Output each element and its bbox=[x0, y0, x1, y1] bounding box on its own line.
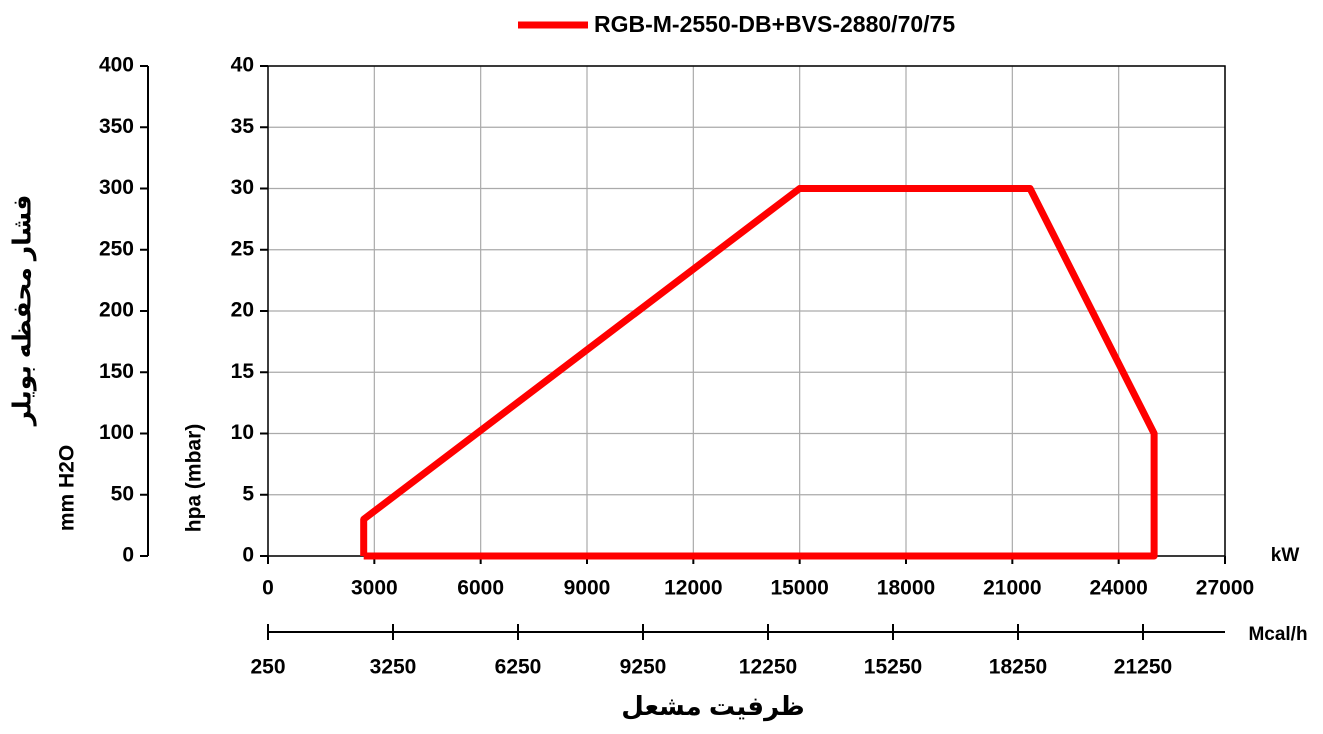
y-tick-label: 40 bbox=[231, 54, 254, 77]
y-tick-label: 30 bbox=[231, 176, 254, 199]
y-tick-label: 15 bbox=[231, 360, 255, 383]
y-tick-label: 0 bbox=[242, 544, 254, 567]
x2-tick-label: 15250 bbox=[864, 656, 922, 679]
x2-label: Mcal/h bbox=[1248, 624, 1307, 645]
x2-tick-label: 3250 bbox=[370, 656, 417, 679]
y-label: hpa (mbar) bbox=[183, 424, 206, 533]
legend-label: RGB-M-2550-DB+BVS-2880/70/75 bbox=[594, 11, 955, 37]
x-tick-label: 0 bbox=[262, 577, 274, 600]
y-tick-label: 25 bbox=[231, 237, 255, 260]
x-tick-label: 3000 bbox=[351, 577, 398, 600]
x-label: kW bbox=[1271, 545, 1300, 566]
y2-tick-label: 100 bbox=[99, 421, 134, 444]
x2-tick-label: 6250 bbox=[495, 656, 542, 679]
y-tick-label: 10 bbox=[231, 421, 254, 444]
data-line bbox=[360, 185, 1158, 560]
y2-tick-label: 350 bbox=[99, 115, 134, 138]
x-tick-label: 27000 bbox=[1196, 577, 1254, 600]
y-tick-label: 35 bbox=[231, 115, 255, 138]
x2-tick-label: 12250 bbox=[739, 656, 797, 679]
x-tick-label: 18000 bbox=[877, 577, 935, 600]
x-title: ظرفیت مشعل bbox=[621, 691, 805, 722]
x2-tick-label: 9250 bbox=[620, 656, 667, 679]
x-tick-label: 21000 bbox=[983, 577, 1041, 600]
x-tick-label: 9000 bbox=[564, 577, 611, 600]
y2-tick-label: 50 bbox=[111, 482, 134, 505]
y2-tick-label: 250 bbox=[99, 237, 134, 260]
x-tick-label: 15000 bbox=[770, 577, 828, 600]
x2-tick-label: 21250 bbox=[1114, 656, 1172, 679]
y-tick-label: 5 bbox=[242, 482, 254, 505]
y2-title: فشار محفظه بویلر bbox=[9, 195, 38, 428]
x-tick-label: 6000 bbox=[457, 577, 504, 600]
y-tick-label: 20 bbox=[231, 299, 254, 322]
y2-tick-label: 150 bbox=[99, 360, 134, 383]
y2-label: mm H2O bbox=[56, 445, 79, 531]
y2-tick-label: 0 bbox=[122, 544, 134, 567]
x2-tick-label: 18250 bbox=[989, 656, 1047, 679]
y2-tick-label: 400 bbox=[99, 54, 134, 77]
x2-tick-label: 250 bbox=[250, 656, 285, 679]
x-tick-label: 24000 bbox=[1089, 577, 1147, 600]
y2-tick-label: 300 bbox=[99, 176, 134, 199]
y2-tick-label: 200 bbox=[99, 299, 134, 322]
x-tick-label: 12000 bbox=[664, 577, 722, 600]
